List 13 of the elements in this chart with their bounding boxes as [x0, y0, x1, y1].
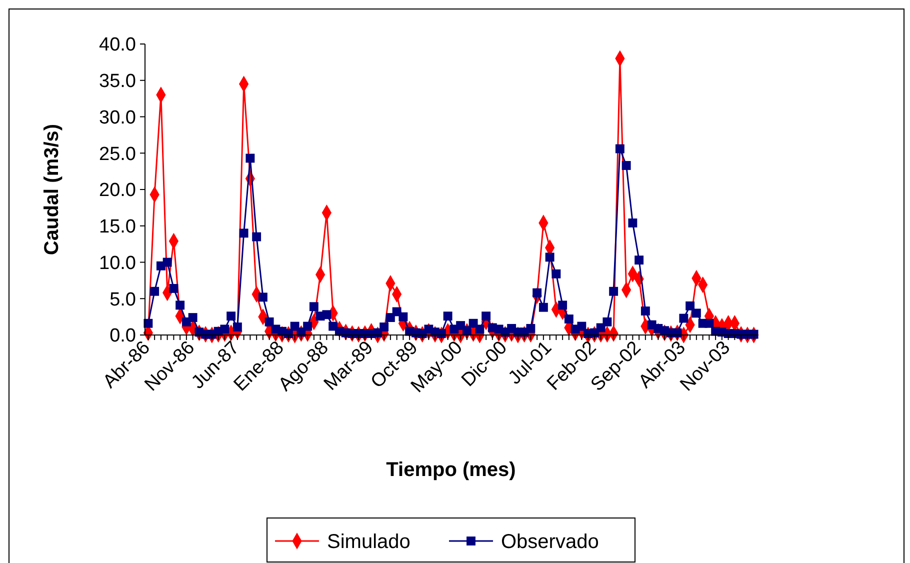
legend-label: Simulado: [327, 531, 410, 553]
y-tick-label: 5.0: [110, 289, 136, 310]
x-axis-title: Tiempo (mes): [386, 459, 516, 481]
y-tick-label: 20.0: [99, 180, 136, 202]
y-tick-label: 25.0: [99, 144, 136, 165]
y-tick-label: 15.0: [99, 216, 136, 238]
y-tick-label: 0.0: [110, 326, 136, 347]
legend-label: Observado: [501, 531, 599, 553]
y-tick-label: 40.0: [99, 34, 136, 56]
y-tick-label: 10.0: [99, 252, 136, 274]
y-tick-label: 30.0: [99, 107, 136, 128]
y-tick-label: 35.0: [99, 71, 136, 92]
y-axis-title: Caudal (m3/s): [41, 124, 63, 256]
